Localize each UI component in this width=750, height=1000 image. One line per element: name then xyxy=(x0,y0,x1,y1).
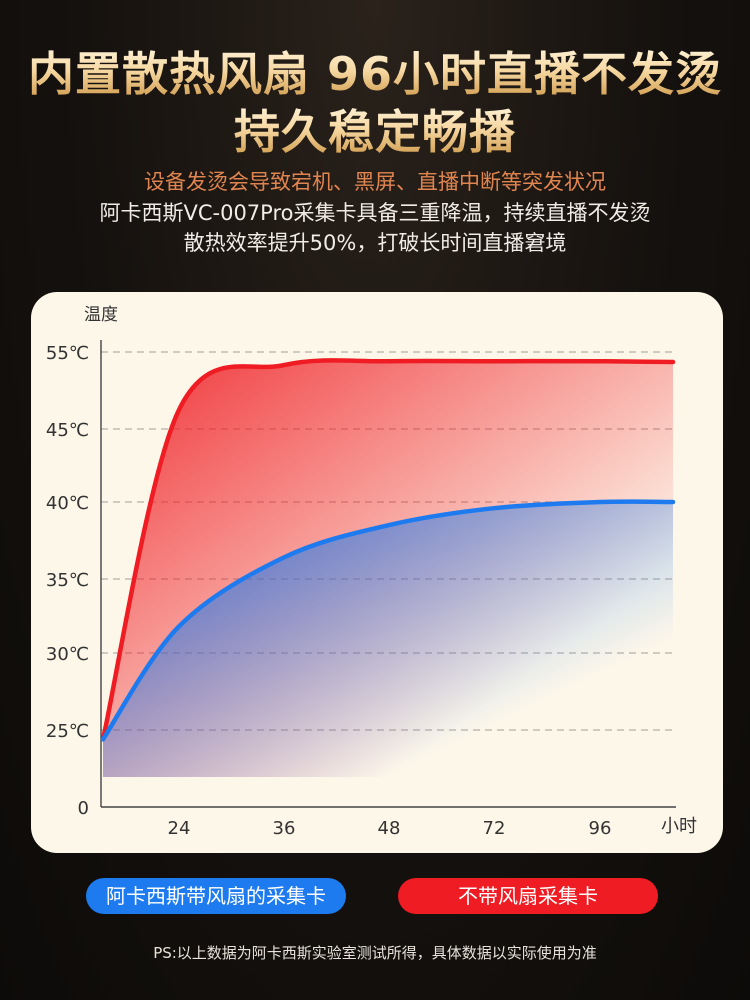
subtitle-efficiency: 散热效率提升50%，打破长时间直播窘境 xyxy=(183,231,567,255)
x-tick-label: 36 xyxy=(273,818,296,839)
x-tick-label: 72 xyxy=(483,818,506,839)
y-tick-label: 30℃ xyxy=(46,644,89,665)
headline-line1: 内置散热风扇 96小时直播不发烫 xyxy=(0,44,750,104)
chart-card: 温度 0 25℃ 30℃ 35℃ 40℃ 45℃ 55℃ 24 36 48 72 96 小时 xyxy=(31,292,723,853)
no-fan-series-line xyxy=(100,358,676,742)
temperature-chart: 温度 0 25℃ 30℃ 35℃ 40℃ 45℃ 55℃ 24 36 48 72 96 小时 xyxy=(46,305,697,839)
y-tick-label: 55℃ xyxy=(46,343,89,364)
x-tick-label: 24 xyxy=(168,818,191,839)
x-axis-title: 小时 xyxy=(661,816,697,837)
x-tick-label: 96 xyxy=(589,818,612,839)
headline-line2: 持久稳定畅播 xyxy=(0,102,750,162)
y-tick-label: 0 xyxy=(78,798,89,819)
y-tick-label: 35℃ xyxy=(46,570,89,591)
y-tick-label: 40℃ xyxy=(46,493,89,514)
y-axis-title: 温度 xyxy=(84,305,118,325)
fan-series-area xyxy=(103,501,673,777)
y-tick-label: 25℃ xyxy=(46,721,89,742)
fan-series-line xyxy=(100,499,676,742)
legend-fan-card: 阿卡西斯带风扇的采集卡 xyxy=(86,878,346,914)
x-tick-label: 48 xyxy=(378,818,401,839)
footnote: PS:以上数据为阿卡西斯实验室测试所得，具体数据以实际使用为准 xyxy=(153,944,597,962)
y-tick-label: 45℃ xyxy=(46,420,89,441)
legend-no-fan-card: 不带风扇采集卡 xyxy=(398,878,658,914)
subtitle-product-feature: 阿卡西斯VC-007Pro采集卡具备三重降温，持续直播不发烫 xyxy=(99,201,651,225)
subtitle-warning: 设备发烫会导致宕机、黑屏、直播中断等突发状况 xyxy=(144,170,606,194)
